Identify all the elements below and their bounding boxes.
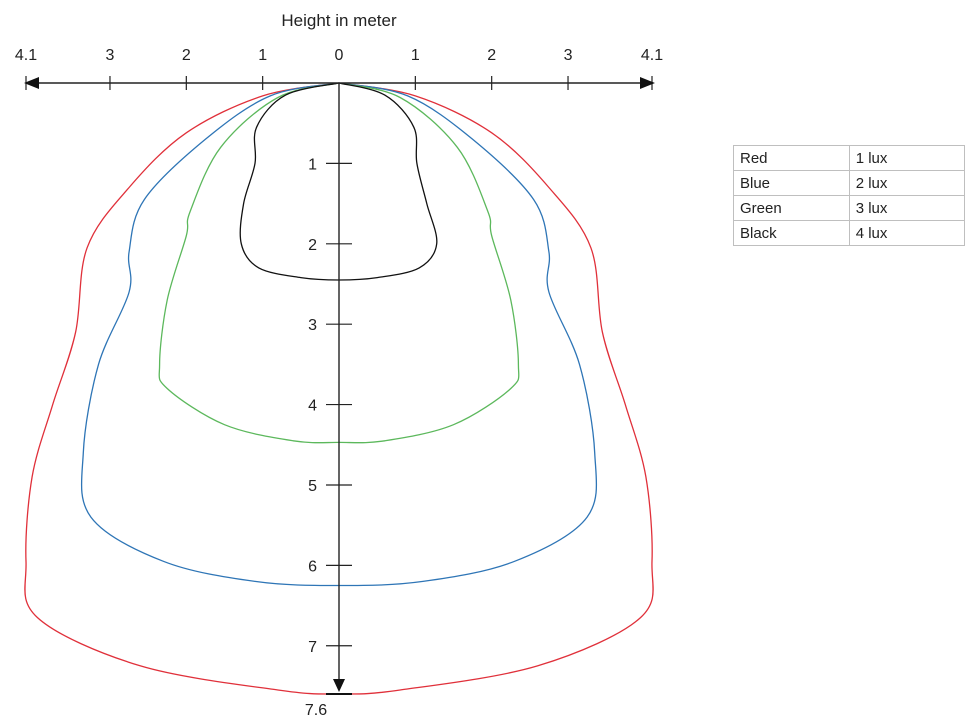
x-tick-label: 1 [411,47,420,64]
x-tick-label: 4.1 [641,47,663,64]
legend-series-name: Black [733,220,850,246]
x-tick-label: 4.1 [15,47,37,64]
y-tick-label: 5 [308,478,317,495]
x-tick-label: 3 [106,47,115,64]
legend-series-value: 2 lux [848,170,965,196]
legend-row: Black 4 lux [733,220,965,246]
legend-table: Red 1 lux Blue 2 lux Green 3 lux Black 4… [733,145,965,246]
chart-title: Height in meter [281,11,397,30]
x-tick-label: 2 [182,47,191,64]
legend-series-name: Green [733,195,850,221]
y-tick-label: 2 [308,237,317,254]
x-tick-label: 3 [564,47,573,64]
y-tick-label: 1 [308,156,317,173]
y-axis-ticks: 1 2 3 4 5 6 7 [308,156,352,656]
x-axis-right-arrow [640,77,655,89]
legend-row: Red 1 lux [733,145,965,171]
legend-series-name: Blue [733,170,850,196]
y-tick-label: 4 [308,398,317,415]
x-tick-label: 0 [335,47,344,64]
y-tick-label: 6 [308,558,317,575]
x-axis-ticks: 4.1 3 2 1 0 1 2 3 4.1 [15,47,663,90]
y-tick-label: 7 [308,639,317,656]
legend-series-value: 3 lux [848,195,965,221]
legend-series-value: 4 lux [848,220,965,246]
legend-row: Blue 2 lux [733,170,965,196]
y-tick-label: 3 [308,317,317,334]
y-axis-end-label: 7.6 [305,702,327,719]
legend-series-value: 1 lux [848,145,965,171]
x-tick-label: 2 [487,47,496,64]
x-axis-left-arrow [24,77,39,89]
y-axis-arrow [333,679,345,692]
legend-series-name: Red [733,145,850,171]
legend-row: Green 3 lux [733,195,965,221]
x-tick-label: 1 [258,47,267,64]
